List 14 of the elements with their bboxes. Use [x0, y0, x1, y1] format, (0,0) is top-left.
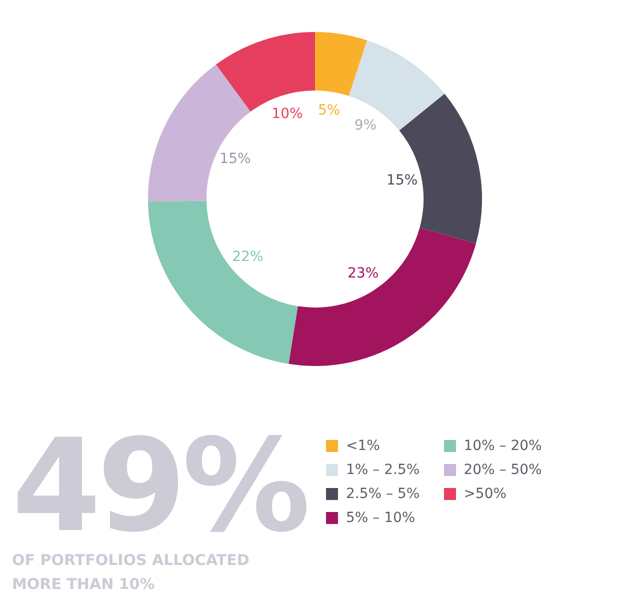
legend-label: <1% — [346, 438, 380, 454]
data-label: 15% — [386, 172, 418, 188]
legend-label: 20% – 50% — [464, 462, 542, 478]
legend-label: 1% – 2.5% — [346, 462, 420, 478]
data-label: 5% — [318, 102, 340, 119]
data-label: 22% — [232, 248, 264, 265]
legend-label: 2.5% – 5% — [346, 486, 420, 502]
data-label: 15% — [220, 151, 251, 168]
legend-label: 5% – 10% — [346, 510, 416, 526]
legend-label: >50% — [464, 486, 507, 502]
legend-label: 10% – 20% — [464, 438, 542, 454]
data-label: 9% — [354, 117, 377, 134]
data-label: 23% — [348, 266, 379, 282]
data-label: 10% — [272, 106, 303, 122]
